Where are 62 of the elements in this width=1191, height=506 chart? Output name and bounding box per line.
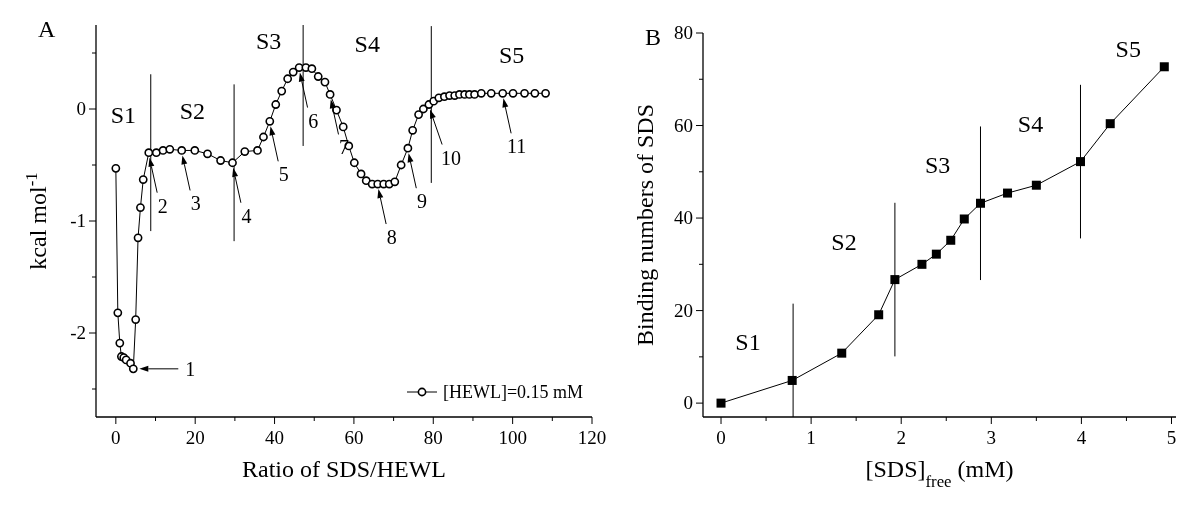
- point: [837, 348, 847, 358]
- x-tick-label: 1: [806, 427, 816, 448]
- chart-title: A: [38, 16, 56, 42]
- legend-label: [HEWL]=0.15 mM: [443, 382, 584, 402]
- x-tick-label: 4: [1076, 427, 1087, 448]
- point: [959, 214, 969, 224]
- point: [787, 375, 797, 385]
- annotation: S4: [354, 31, 380, 58]
- x-axis-title: Ratio of SDS/HEWL: [242, 456, 446, 482]
- x-axis-title: [SDS]$_{free}$ (mM): [865, 456, 1014, 491]
- chart-title: B: [645, 24, 662, 50]
- annotation: S5: [498, 42, 525, 69]
- y-tick-label: 0: [76, 98, 86, 119]
- point: [890, 275, 900, 285]
- point: [931, 249, 941, 259]
- y-tick-label: 20: [674, 299, 693, 321]
- point: [1105, 119, 1115, 129]
- point: [1031, 180, 1041, 190]
- x-tick-label: 0: [716, 427, 726, 448]
- x-tick-label: 40: [265, 427, 285, 448]
- x-tick-label: 80: [423, 427, 443, 448]
- annotation: 4: [241, 204, 252, 227]
- annotation: S3: [925, 152, 951, 179]
- annotation: S4: [1017, 110, 1044, 137]
- annotation: 3: [190, 192, 201, 215]
- annotation: 10: [440, 146, 461, 169]
- annotation: S1: [110, 101, 137, 128]
- annotation: 8: [386, 226, 397, 249]
- x-tick-label: 5: [1166, 427, 1177, 448]
- point: [946, 235, 956, 245]
- annotation: S5: [1115, 36, 1141, 62]
- point: [1003, 188, 1013, 198]
- y-tick-label: -1: [70, 210, 86, 231]
- x-tick-label: 0: [111, 427, 121, 448]
- x-tick-label: 100: [498, 427, 527, 448]
- annotation: 2: [157, 194, 168, 217]
- x-tick-label: 3: [986, 427, 997, 448]
- point: [1076, 157, 1085, 167]
- point: [874, 310, 884, 320]
- point: [975, 198, 985, 208]
- point: [1159, 62, 1169, 72]
- annotation: 5: [278, 163, 289, 186]
- y-axis-title: Binding numbers of SDS: [632, 103, 658, 347]
- x-tick-label: 2: [896, 427, 906, 448]
- x-tick-label: 120: [577, 427, 607, 448]
- annotation: S2: [179, 98, 206, 125]
- point: [917, 259, 927, 269]
- y-tick-label: 0: [683, 392, 693, 414]
- annotation: 11: [507, 135, 527, 158]
- y-tick-label: 60: [674, 114, 693, 136]
- x-tick-label: 60: [344, 427, 364, 448]
- annotation: 1: [185, 357, 196, 380]
- annotation: S2: [831, 228, 857, 255]
- y-tick-label: 80: [674, 22, 693, 43]
- annotation: 9: [416, 190, 427, 213]
- y-tick-label: 40: [674, 207, 693, 229]
- annotation: S3: [255, 28, 282, 54]
- annotation: 6: [308, 109, 319, 132]
- y-tick-label: -2: [70, 322, 86, 343]
- point: [716, 398, 726, 408]
- x-tick-label: 20: [185, 427, 205, 448]
- annotation: S1: [735, 329, 761, 356]
